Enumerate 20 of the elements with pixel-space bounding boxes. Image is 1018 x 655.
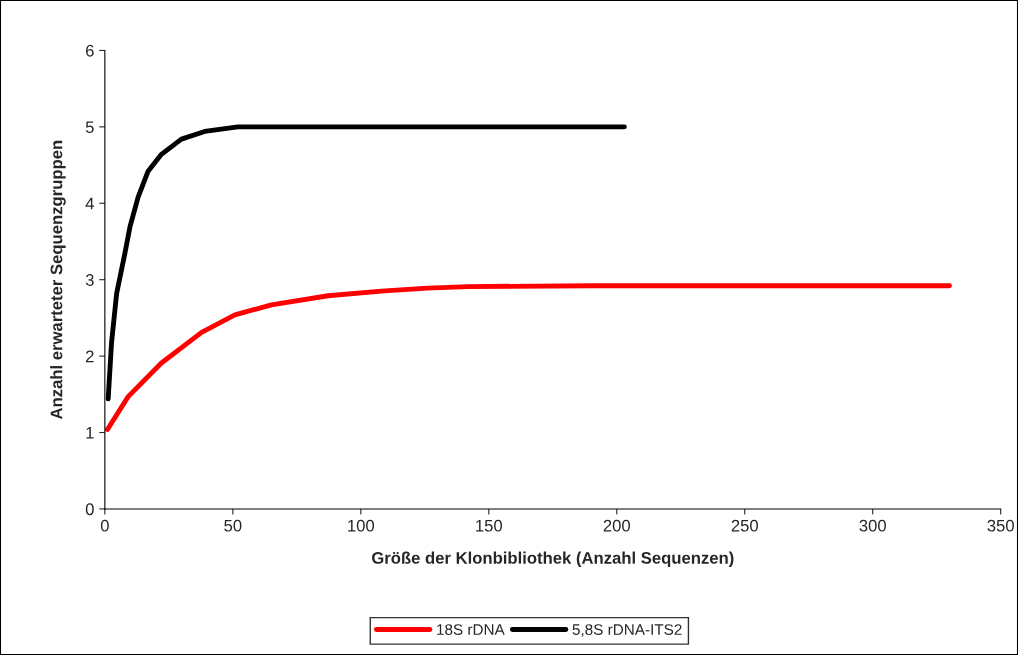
x-tick-label: 50 <box>224 519 242 532</box>
y-tick-label: 3 <box>85 274 94 286</box>
x-tick-label: 350 <box>987 519 1014 532</box>
x-tick-label: 250 <box>731 519 758 532</box>
legend-label: 5,8S rDNA-ITS2 <box>572 624 682 637</box>
y-tick-label: 0 <box>85 503 94 516</box>
legend-label: 18S rDNA <box>437 624 505 635</box>
y-tick-label: 1 <box>86 427 94 439</box>
x-tick-label: 100 <box>348 519 375 532</box>
y-tick-label: 6 <box>86 44 94 57</box>
x-tick-label: 200 <box>603 519 631 532</box>
x-tick-label: 150 <box>476 519 503 532</box>
y-tick-label: 4 <box>85 197 94 210</box>
x-tick-label: 0 <box>100 519 109 532</box>
y-axis-title: Anzahl erwarteter Sequenzgruppen <box>50 140 66 420</box>
y-tick-label: 2 <box>86 350 94 363</box>
y-tick-label: 5 <box>85 121 94 134</box>
line-series <box>104 283 952 432</box>
x-axis-title: Größe der Klonbibliothek (Anzahl Sequenzen) <box>371 551 734 568</box>
x-tick-label: 300 <box>859 519 886 532</box>
